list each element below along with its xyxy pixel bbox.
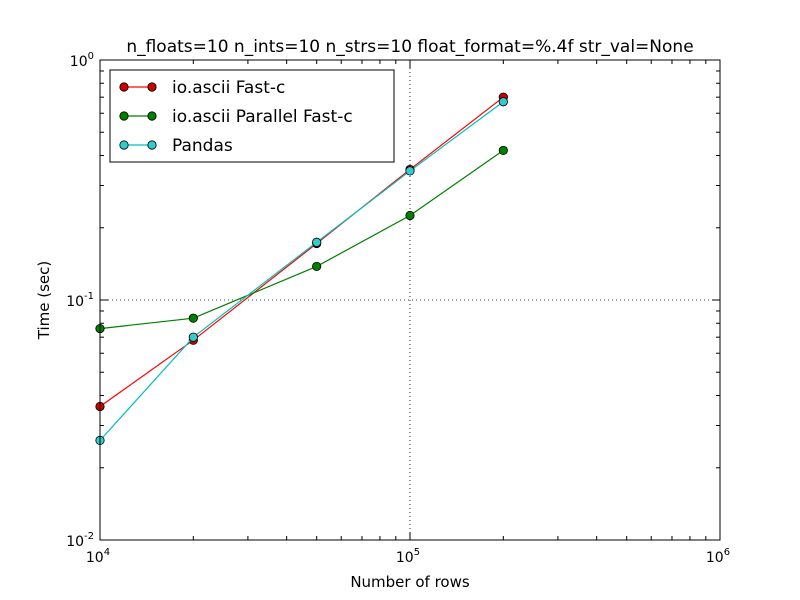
x-tick-label: 105 bbox=[396, 547, 420, 566]
y-tick-label: 10-1 bbox=[66, 291, 94, 310]
y-tick-label: 10-2 bbox=[66, 531, 94, 550]
tick-label-exponent: -1 bbox=[84, 291, 94, 302]
series-3 bbox=[95, 97, 508, 446]
tick-label-base: 10 bbox=[396, 550, 414, 566]
y-tick-label: 100 bbox=[70, 51, 94, 70]
tick-label-exponent: 6 bbox=[724, 547, 730, 558]
data-point bbox=[312, 237, 322, 247]
legend-item: Pandas bbox=[119, 136, 233, 156]
series-2 bbox=[95, 145, 508, 334]
legend-marker bbox=[147, 140, 157, 150]
legend-box bbox=[109, 69, 395, 163]
chart-title: n_floats=10 n_ints=10 n_strs=10 float_fo… bbox=[126, 37, 693, 57]
legend-marker bbox=[119, 140, 129, 150]
legend-label: io.ascii Fast-c bbox=[172, 78, 285, 98]
legend: io.ascii Fast-c io.ascii Parallel Fast-c P… bbox=[109, 69, 395, 163]
data-point bbox=[405, 210, 415, 221]
data-point bbox=[405, 166, 415, 176]
tick-label-exponent: 5 bbox=[414, 547, 420, 558]
tick-label-exponent: -2 bbox=[84, 531, 94, 542]
y-axis-label: Time (sec) bbox=[35, 261, 53, 340]
tick-label-base: 10 bbox=[86, 550, 104, 566]
tick-label-base: 10 bbox=[706, 550, 724, 566]
legend-item: io.ascii Parallel Fast-c bbox=[119, 107, 353, 127]
x-axis-label: Number of rows bbox=[350, 573, 470, 591]
tick-label-exponent: 0 bbox=[88, 51, 94, 62]
data-point bbox=[188, 313, 198, 323]
data-point bbox=[188, 332, 198, 342]
tick-label-exponent: 4 bbox=[104, 547, 110, 558]
legend-label: io.ascii Parallel Fast-c bbox=[172, 107, 353, 127]
data-point bbox=[498, 145, 508, 156]
tick-label-base: 10 bbox=[70, 54, 88, 70]
x-tick-label: 106 bbox=[706, 547, 730, 566]
legend-marker bbox=[147, 111, 157, 121]
legend-marker bbox=[147, 82, 157, 92]
tick-label-base: 10 bbox=[66, 294, 84, 310]
data-point bbox=[498, 97, 508, 107]
tick-label-base: 10 bbox=[66, 534, 84, 550]
x-tick-label: 104 bbox=[86, 547, 110, 566]
series-group bbox=[95, 92, 508, 446]
legend-item: io.ascii Fast-c bbox=[119, 78, 285, 98]
legend-label: Pandas bbox=[172, 136, 233, 156]
legend-marker bbox=[119, 82, 129, 92]
grid-lines bbox=[100, 60, 720, 540]
data-point bbox=[312, 261, 322, 272]
series-line bbox=[99, 149, 504, 330]
axis-ticks bbox=[99, 59, 721, 541]
legend-marker bbox=[119, 111, 129, 121]
